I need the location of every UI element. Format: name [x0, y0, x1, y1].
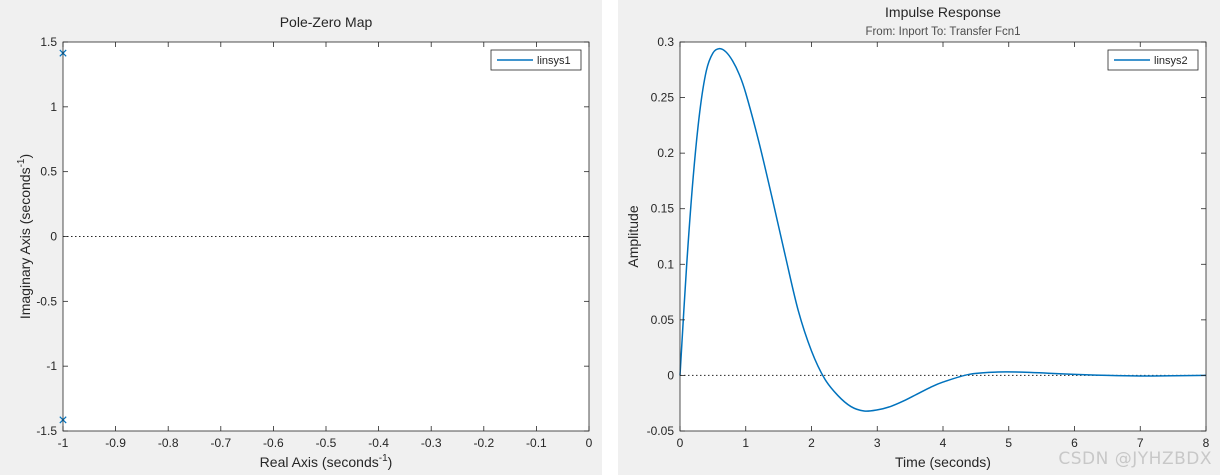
x-tick-label: 8 — [1203, 436, 1210, 450]
x-tick-label: 1 — [742, 436, 749, 450]
x-axis-label-main: Time (seconds) — [895, 454, 991, 470]
plot-area — [63, 42, 589, 431]
chart-title: Pole-Zero Map — [280, 14, 373, 30]
legend: linsys1 — [490, 49, 582, 71]
y-tick-label: 0.3 — [657, 35, 674, 49]
impulse-response-panel: 0 1 2 3 4 5 6 7 8 -0.05 0 0.05 0.1 0.15 0.2 0.25 0.3 lins… — [618, 0, 1220, 475]
y-tick-label: -1.5 — [36, 424, 57, 438]
x-tick-label: 7 — [1137, 436, 1144, 450]
y-tick-label: 0.1 — [657, 257, 674, 271]
x-axis-label: Time (seconds) — [895, 454, 991, 470]
legend-label: linsys1 — [537, 55, 571, 67]
y-tick-label: 0.05 — [651, 313, 675, 327]
x-tick-label: -0.7 — [210, 436, 231, 450]
y-axis-label-end: ) — [17, 154, 33, 159]
y-tick-label: 0 — [667, 368, 674, 382]
chart-title: Impulse Response — [885, 4, 1001, 20]
y-axis-label: Imaginary Axis (seconds-1) — [16, 154, 33, 319]
y-axis-label: Amplitude — [625, 205, 641, 267]
pole-zero-chart: -1 -0.9 -0.8 -0.7 -0.6 -0.5 -0.4 -0.3 -0.2 -0.1 0 -… — [16, 14, 593, 470]
x-axis-label-main: Real Axis (seconds — [260, 454, 379, 470]
legend: linsys2 — [1107, 49, 1199, 71]
x-tick-label: 0 — [586, 436, 593, 450]
y-tick-label: 0.25 — [651, 91, 675, 105]
x-tick-label: -0.6 — [263, 436, 284, 450]
x-tick-label: 2 — [808, 436, 815, 450]
y-tick-label: 1 — [50, 100, 57, 114]
watermark: CSDN @JYHZBDX — [1058, 449, 1212, 469]
y-tick-label: 1.5 — [40, 35, 57, 49]
legend-box — [1107, 49, 1199, 71]
legend-box — [490, 49, 582, 71]
x-axis-label: Real Axis (seconds-1) — [260, 453, 393, 470]
y-axis-label-main: Imaginary Axis (seconds — [17, 167, 33, 319]
x-tick-label: -0.2 — [473, 436, 494, 450]
x-tick-label: -0.1 — [526, 436, 547, 450]
x-tick-label: -0.4 — [368, 436, 389, 450]
impulse-response-chart: 0 1 2 3 4 5 6 7 8-0.0500.050.10.150.20.250.3lins… — [625, 4, 1210, 470]
pole-zero-panel: -1 -0.9 -0.8 -0.7 -0.6 -0.5 -0.4 -0.3 -0.2 -0.1 0 -… — [0, 0, 602, 475]
series-line-linsys2 — [679, 47, 1207, 412]
y-tick-label: -0.05 — [647, 424, 675, 438]
y-tick-label: 0 — [50, 230, 57, 244]
x-tick-label: 4 — [940, 436, 947, 450]
x-axis-label-end: ) — [388, 454, 393, 470]
y-tick-label: -1 — [46, 359, 57, 373]
x-tick-label: 5 — [1005, 436, 1012, 450]
x-axis-label-superscript: -1 — [379, 453, 388, 464]
x-tick-label: 0 — [677, 436, 684, 450]
x-tick-label: -0.9 — [105, 436, 126, 450]
y-tick-label: -0.5 — [36, 294, 57, 308]
x-tick-label: -0.5 — [316, 436, 337, 450]
x-tick-label: -0.8 — [158, 436, 179, 450]
legend-label: linsys2 — [1154, 55, 1188, 67]
y-tick-label: 0.5 — [40, 165, 57, 179]
x-tick-label: -1 — [58, 436, 69, 450]
x-tick-label: 3 — [874, 436, 881, 450]
y-axis-label-main: Amplitude — [625, 205, 641, 267]
x-tick-label: 6 — [1071, 436, 1078, 450]
x-tick-label: -0.3 — [421, 436, 442, 450]
y-tick-label: 0.2 — [657, 146, 674, 160]
y-tick-label: 0.15 — [651, 202, 675, 216]
chart-subtitle: From: Inport To: Transfer Fcn1 — [865, 26, 1020, 38]
y-axis-label-superscript: -1 — [16, 158, 27, 167]
plot-area — [680, 42, 1206, 431]
